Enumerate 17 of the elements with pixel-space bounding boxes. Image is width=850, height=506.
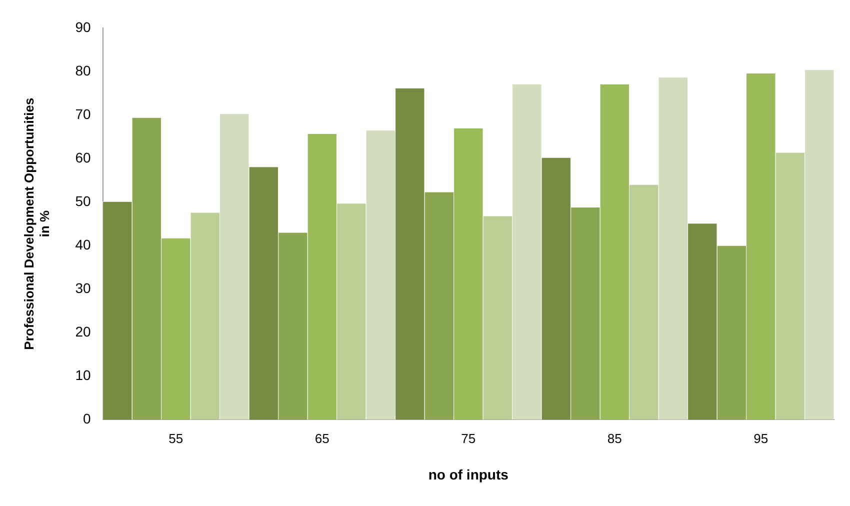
y-tick-label: 20 <box>75 323 91 340</box>
x-tick-label: 65 <box>314 430 330 446</box>
y-axis-title: Professional Development Opportunities in % <box>21 98 52 350</box>
y-tick-label: 30 <box>75 280 91 296</box>
x-axis-title: no of inputs <box>428 466 509 482</box>
y-tick-label: 70 <box>75 106 91 122</box>
y-tick-label: 10 <box>75 366 91 383</box>
x-tick-label: 55 <box>168 430 184 446</box>
x-tick-label: 75 <box>461 430 476 446</box>
y-tick-label: 90 <box>75 18 91 35</box>
y-tick-label: 50 <box>75 192 91 209</box>
y-tick-label: 40 <box>75 236 91 252</box>
x-tick-label: 85 <box>607 430 622 446</box>
y-tick-label: 0 <box>82 410 91 426</box>
x-tick-label: 95 <box>754 430 768 446</box>
y-tick-label: 80 <box>75 62 91 78</box>
y-tick-label: 60 <box>75 149 91 166</box>
